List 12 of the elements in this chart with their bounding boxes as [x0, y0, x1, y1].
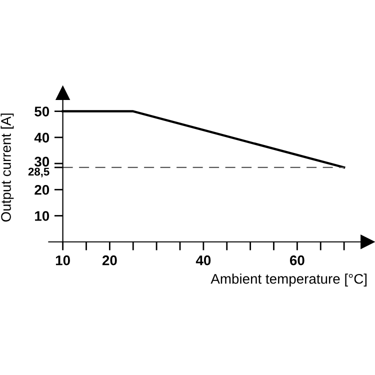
- x-tick-label: 40: [196, 255, 211, 266]
- x-axis-title: Ambient temperature [°C]: [210, 274, 367, 287]
- y-tick-label: 28,5: [28, 168, 50, 178]
- y-tick-label: 30: [34, 156, 50, 167]
- x-tick-label: 10: [56, 255, 70, 266]
- x-tick-label: 20: [102, 255, 117, 266]
- y-tick-label: 40: [34, 132, 50, 143]
- y-tick-label: 10: [35, 211, 50, 221]
- y-tick-label: 50: [34, 106, 50, 116]
- y-axis-title: Output current [A]: [0, 114, 14, 222]
- y-tick-label: 20: [34, 184, 50, 195]
- x-tick-label: 60: [290, 255, 304, 266]
